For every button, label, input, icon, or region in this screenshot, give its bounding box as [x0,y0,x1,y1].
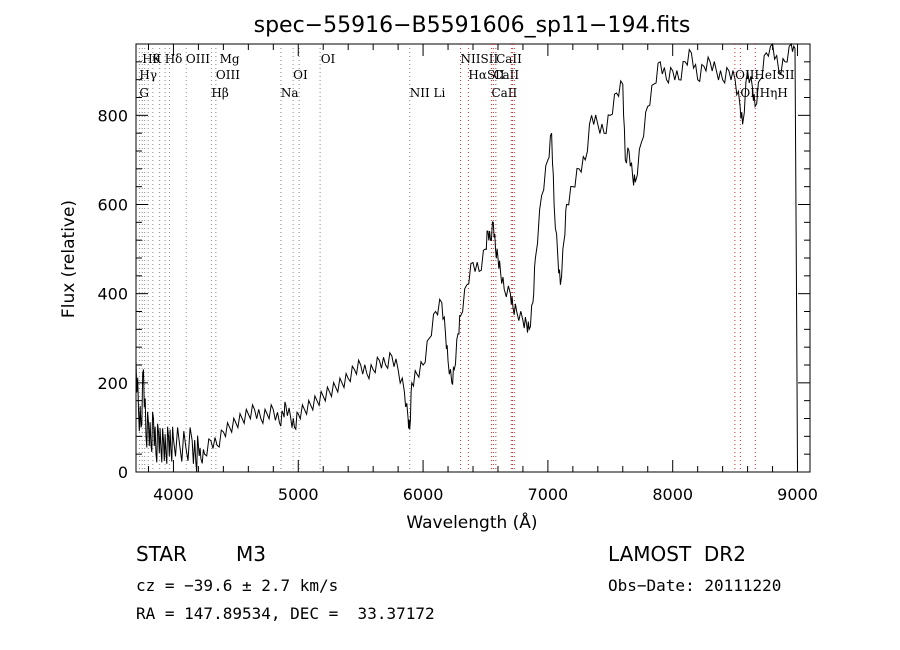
line-label: OI [321,52,336,66]
axis-ticks: 4000 5000 6000 7000 8000 9000 0 200 400 600 800 [97,44,818,504]
x-tick-label: 5000 [278,485,319,504]
line-label: HαSII [468,68,505,82]
line-label: G [139,86,149,100]
x-tick-label: 7000 [528,485,569,504]
plot-frame [135,43,811,473]
line-label: Hθ [142,52,160,66]
line-label: Hδ [165,52,183,66]
y-tick-label: 400 [97,285,128,304]
plot-border [135,43,811,473]
x-tick-label: 6000 [403,485,444,504]
line-label: CaII [493,68,519,82]
line-label: K [152,52,162,66]
spectral-line-markers [138,44,756,472]
line-label: Hγ [139,68,157,82]
line-label: CaII [496,52,522,66]
line-label: OI [293,68,308,82]
line-label: NIISII [461,52,499,66]
y-tick-label: 800 [97,106,128,125]
survey-name: LAMOST DR2 [608,542,746,566]
radec-text: RA = 147.89534, DEC = 33.37172 [136,604,435,623]
y-tick-label: 200 [97,374,128,393]
object-class: STAR [136,542,187,566]
line-label: Hβ [211,86,228,100]
line-label: Mg [220,52,240,66]
x-axis-label: Wavelength (Å) [406,511,537,533]
y-axis-label: Flux (relative) [59,200,79,318]
line-label: NII Li [410,86,446,100]
x-tick-label: 8000 [652,485,693,504]
line-label: OIII [186,52,210,66]
y-tick-label: 0 [118,463,128,482]
object-subclass: M3 [236,542,266,566]
line-label: CaII [491,86,517,100]
line-label: OIIHeISII [735,68,795,82]
line-label: Na [281,86,299,100]
line-label: OIIHηH [740,86,787,100]
spectrum-series-line [135,42,798,473]
y-tick-label: 600 [97,196,128,215]
line-label: OIII [216,68,240,82]
redshift-text: cz = −39.6 ± 2.7 km/s [136,576,339,595]
chart-title: spec−55916−B5591606_sp11−194.fits [254,13,691,38]
x-tick-label: 4000 [153,485,194,504]
obs-date-text: Obs−Date: 20111220 [608,576,782,595]
x-tick-label: 9000 [777,485,818,504]
